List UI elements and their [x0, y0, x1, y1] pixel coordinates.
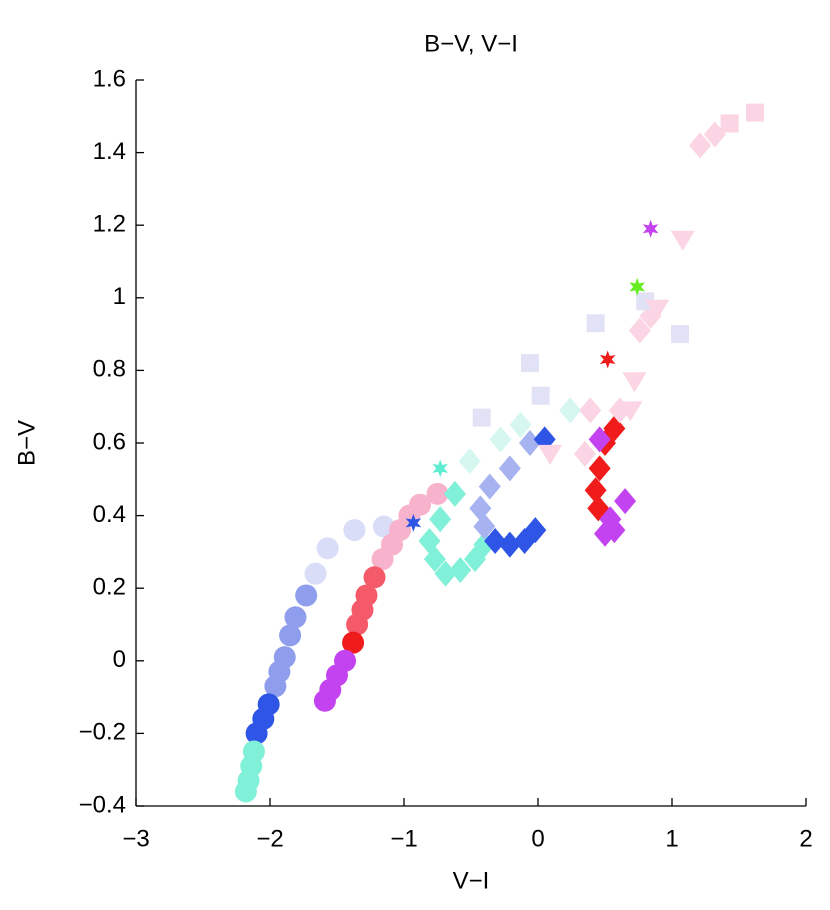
point-circle: [313, 689, 336, 712]
point-diamond: [458, 448, 481, 475]
point-diamond: [689, 132, 712, 159]
point-diamond: [449, 557, 472, 584]
point-star: [642, 219, 659, 238]
y-tick-label: −0.2: [79, 719, 126, 746]
y-tick-label: −0.4: [79, 791, 126, 818]
point-diamond: [484, 528, 507, 555]
point-triangle-down: [622, 372, 647, 393]
point-triangle-down: [538, 444, 563, 465]
point-star: [432, 459, 448, 478]
point-square: [746, 103, 765, 122]
point-circle: [304, 562, 327, 585]
point-diamond: [489, 426, 512, 453]
point-diamond: [588, 426, 611, 453]
point-diamond: [584, 477, 607, 504]
point-star: [629, 277, 645, 296]
point-diamond: [509, 411, 532, 438]
point-diamond: [614, 488, 637, 515]
point-circle: [346, 613, 369, 636]
y-tick-label: 0.8: [93, 356, 126, 383]
point-triangle-down: [645, 299, 670, 320]
point-circle: [343, 519, 366, 542]
point-square: [531, 386, 550, 405]
marks: [234, 103, 765, 803]
point-circle: [245, 722, 268, 745]
x-tick-label: 0: [531, 825, 544, 852]
y-tick-label: 1.2: [93, 211, 126, 238]
point-diamond: [473, 513, 496, 540]
point-circle: [234, 780, 257, 803]
point-star: [599, 350, 616, 369]
point-diamond: [559, 397, 582, 424]
y-tick-label: 1.4: [93, 138, 126, 165]
point-diamond: [573, 440, 596, 467]
point-diamond: [498, 455, 521, 482]
point-circle: [426, 482, 449, 505]
point-circle: [279, 624, 302, 647]
point-diamond: [434, 560, 457, 587]
x-tick-label: 1: [665, 825, 678, 852]
x-tick-label: −1: [390, 825, 417, 852]
y-axis-label: B−V: [13, 420, 40, 466]
point-square: [586, 314, 605, 333]
y-tick-label: 0: [113, 646, 126, 673]
point-diamond: [478, 473, 501, 500]
point-circle: [316, 537, 339, 560]
point-diamond: [628, 317, 651, 344]
point-square: [472, 408, 491, 427]
point-circle: [371, 548, 394, 571]
point-diamond: [594, 520, 616, 547]
point-square: [520, 354, 539, 373]
point-diamond: [429, 506, 452, 533]
point-circle: [295, 584, 318, 607]
point-diamond: [498, 531, 521, 558]
y-tick-label: 0.4: [93, 501, 126, 528]
y-tick-label: 1.6: [93, 65, 126, 92]
x-tick-label: 2: [799, 825, 812, 852]
x-tick-label: −3: [122, 825, 149, 852]
y-tick-label: 1: [113, 283, 126, 310]
y-tick-label: 0.6: [93, 428, 126, 455]
point-triangle-down: [618, 401, 643, 422]
point-diamond: [423, 546, 446, 573]
point-diamond: [579, 397, 602, 424]
chart-title: B−V, V−I: [424, 30, 518, 57]
point-diamond: [518, 430, 541, 456]
point-diamond: [587, 495, 610, 522]
point-diamond: [469, 495, 492, 522]
point-diamond: [443, 480, 466, 507]
point-circle: [342, 631, 365, 654]
point-diamond: [524, 517, 547, 544]
point-circle: [363, 566, 386, 589]
point-square: [720, 114, 739, 133]
point-star: [405, 513, 422, 532]
x-axis-label: V−I: [453, 867, 490, 894]
y-tick-label: 0.2: [93, 574, 126, 601]
point-circle: [264, 675, 287, 698]
x-tick-label: −2: [256, 825, 283, 852]
point-diamond: [703, 121, 726, 148]
point-circle: [284, 606, 307, 629]
point-square: [671, 325, 690, 344]
point-diamond: [588, 455, 611, 482]
point-triangle-down: [670, 230, 695, 251]
